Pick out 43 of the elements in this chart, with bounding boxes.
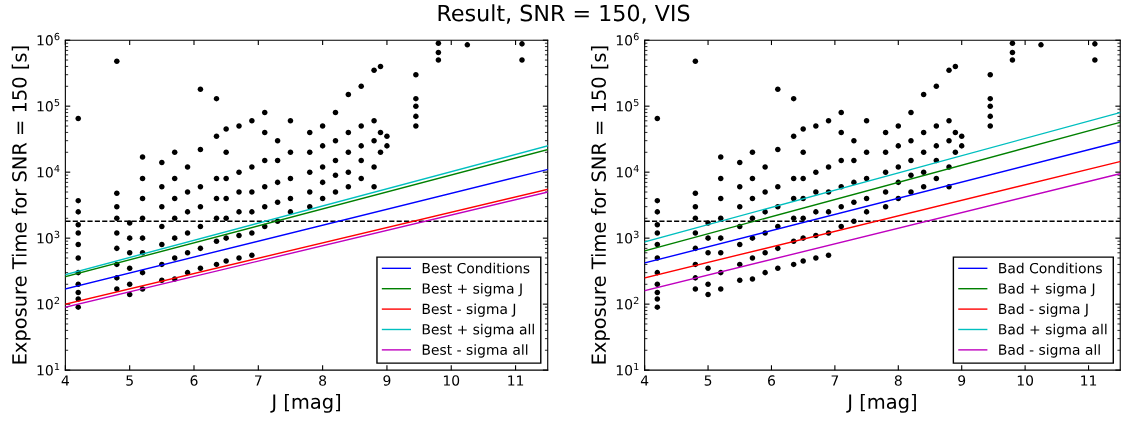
x-tick-label: 5	[704, 375, 712, 386]
y-tick-label: 10$^{5}$	[37, 98, 60, 112]
y-tick-label: 10$^{6}$	[616, 32, 639, 46]
x-tick-label: 4	[61, 375, 70, 386]
legend-label: Bad + sigma J	[999, 283, 1095, 297]
x-tick-label: 4	[640, 375, 649, 386]
y-tick-label: 10$^{6}$	[37, 32, 60, 46]
x-tick-label: 8	[894, 375, 902, 386]
y-tick-label: 10$^{5}$	[616, 98, 639, 112]
x-axis-title: J [mag]	[846, 393, 916, 413]
y-axis-title: Exposure Time for SNR = 150 [s]	[590, 46, 610, 364]
legend-label: Best - sigma all	[422, 344, 528, 358]
x-tick-label: 8	[319, 375, 327, 386]
y-axis-title: Exposure Time for SNR = 150 [s]	[11, 46, 31, 364]
x-tick-label: 11	[508, 375, 524, 386]
legend-label: Best Conditions	[422, 262, 530, 274]
legend-label: Bad + sigma all	[999, 323, 1107, 338]
y-tick-label: 10$^{4}$	[616, 164, 639, 178]
legend-label: Bad Conditions	[999, 262, 1102, 274]
x-tick-label: 11	[1081, 375, 1097, 386]
x-tick-label: 7	[255, 375, 262, 386]
x-tick-label: 6	[190, 375, 198, 386]
y-tick-label: 10$^{1}$	[37, 362, 60, 376]
x-tick-label: 10	[443, 375, 460, 386]
legend-label: Bad - sigma all	[999, 344, 1100, 358]
x-tick-label: 7	[831, 375, 839, 386]
y-tick-label: 10$^{2}$	[37, 296, 60, 310]
y-tick-label: 10$^{3}$	[37, 230, 60, 244]
y-tick-label: 10$^{1}$	[616, 362, 639, 376]
y-tick-label: 10$^{4}$	[37, 164, 60, 178]
x-tick-label: 9	[958, 375, 966, 386]
x-axis-title: J [mag]	[270, 393, 341, 413]
y-tick-label: 10$^{2}$	[616, 296, 639, 310]
x-tick-label: 6	[768, 375, 776, 386]
x-tick-label: 5	[126, 375, 133, 386]
legend-label: Best + sigma all	[422, 323, 534, 338]
y-tick-label: 10$^{3}$	[616, 230, 639, 244]
chart-title: Result, SNR = 150, VIS	[438, 4, 690, 24]
x-tick-label: 9	[383, 375, 391, 386]
legend-label: Best + sigma J	[422, 283, 522, 297]
x-tick-label: 10	[1017, 375, 1034, 386]
legend-label: Bad - sigma J	[999, 303, 1088, 317]
legend-label: Best - sigma J	[422, 303, 516, 317]
